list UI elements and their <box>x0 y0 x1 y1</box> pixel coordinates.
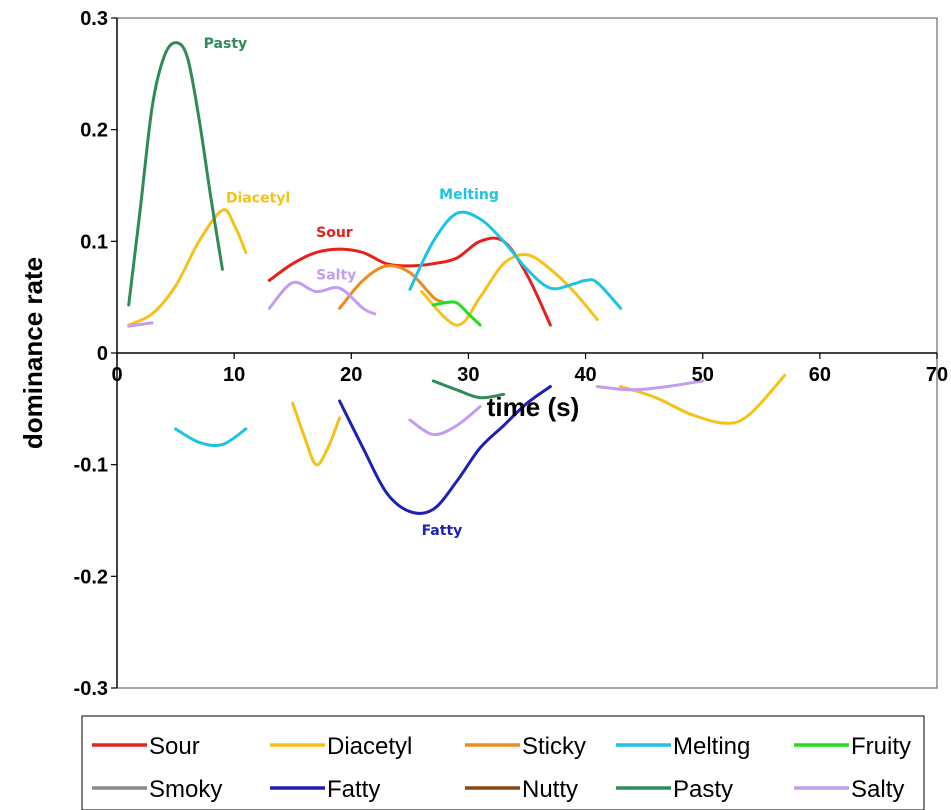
series-layer <box>127 41 787 515</box>
legend-label-diacetyl: Diacetyl <box>327 733 412 760</box>
series-line-salty <box>127 321 154 328</box>
x-tick-label: 10 <box>223 364 245 386</box>
series-line-sour <box>267 236 552 327</box>
legend-label-fatty: Fatty <box>327 776 380 803</box>
series-line-salty <box>267 280 377 316</box>
axes-layer: 0.3 0.2 0.1 0 -0.1 -0.2 -0.3 0 10 20 30 40 50 60 70 <box>74 8 949 700</box>
x-axis-label: time (s) <box>487 392 579 422</box>
x-tick-label: 30 <box>457 364 479 386</box>
legend-label-salty: Salty <box>851 776 904 803</box>
annotation-pasty: Pasty <box>204 36 247 52</box>
x-tick-label: 20 <box>340 364 362 386</box>
series-line-diacetyl <box>619 373 787 425</box>
series-line-salty <box>408 405 482 437</box>
series-line-fatty <box>338 385 552 515</box>
y-tick-label: 0 <box>97 343 108 365</box>
y-tick-label: 0.2 <box>80 120 108 142</box>
series-line-pasty <box>431 379 506 400</box>
series-line-diacetyl <box>291 401 342 467</box>
series-line-melting <box>408 210 623 310</box>
x-tick-label: 70 <box>926 364 948 386</box>
x-tick-label: 0 <box>111 364 122 386</box>
series-line-pasty <box>127 41 224 307</box>
legend-label-sour: Sour <box>149 733 200 760</box>
x-tick-label: 40 <box>574 364 596 386</box>
annotation-melting: Melting <box>439 187 499 203</box>
series-line-fruity <box>431 300 482 327</box>
y-tick-label: -0.3 <box>74 678 108 700</box>
annotation-sour: Sour <box>316 225 353 241</box>
y-tick-label: -0.1 <box>74 455 108 477</box>
series-line-melting <box>174 427 248 448</box>
x-tick-label: 50 <box>692 364 714 386</box>
legend-label-pasty: Pasty <box>673 776 733 803</box>
y-tick-label: 0.3 <box>80 8 108 30</box>
series-line-salty <box>595 379 705 392</box>
y-tick-label: -0.2 <box>74 566 108 588</box>
annotation-salty: Salty <box>316 267 356 283</box>
legend-label-sticky: Sticky <box>522 733 586 760</box>
series-line-sticky <box>338 264 447 310</box>
y-tick-label: 0.1 <box>80 231 108 253</box>
annotation-diacetyl: Diacetyl <box>226 190 290 206</box>
y-axis-label: dominance rate <box>18 257 48 449</box>
series-line-diacetyl <box>420 253 599 327</box>
annotation-layer: Pasty Diacetyl Sour Melting Salty Fatty <box>204 36 499 539</box>
x-tick-label: 60 <box>809 364 831 386</box>
legend-label-melting: Melting <box>673 733 750 760</box>
series-line-diacetyl <box>127 208 248 327</box>
legend-label-nutty: Nutty <box>522 776 578 803</box>
legend-box <box>81 715 925 810</box>
legend-label-fruity: Fruity <box>851 733 911 760</box>
legend: Sour Diacetyl Sticky Melting Fruity Smoky Fatt… <box>81 715 925 810</box>
legend-label-smoky: Smoky <box>149 776 222 803</box>
annotation-fatty: Fatty <box>422 523 463 539</box>
